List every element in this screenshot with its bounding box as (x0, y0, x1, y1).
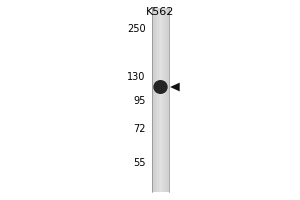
Bar (159, 8, 160, 192)
Bar (153, 8, 154, 192)
Text: 72: 72 (133, 124, 146, 134)
Bar (167, 8, 168, 192)
Bar (163, 8, 164, 192)
Text: 55: 55 (133, 158, 146, 168)
Text: K562: K562 (146, 7, 175, 17)
Text: 250: 250 (127, 24, 146, 34)
Bar (155, 8, 156, 192)
Bar (168, 8, 169, 192)
Text: 95: 95 (133, 96, 145, 106)
Bar (156, 8, 157, 192)
Ellipse shape (153, 80, 168, 94)
Bar (165, 8, 166, 192)
Bar (164, 8, 165, 192)
Bar (158, 8, 159, 192)
Bar (161, 8, 162, 192)
Bar (157, 8, 158, 192)
Bar (162, 8, 163, 192)
Bar (160, 8, 161, 192)
Bar (154, 8, 155, 192)
Text: 130: 130 (127, 72, 146, 82)
Polygon shape (170, 83, 180, 91)
Bar (152, 8, 153, 192)
